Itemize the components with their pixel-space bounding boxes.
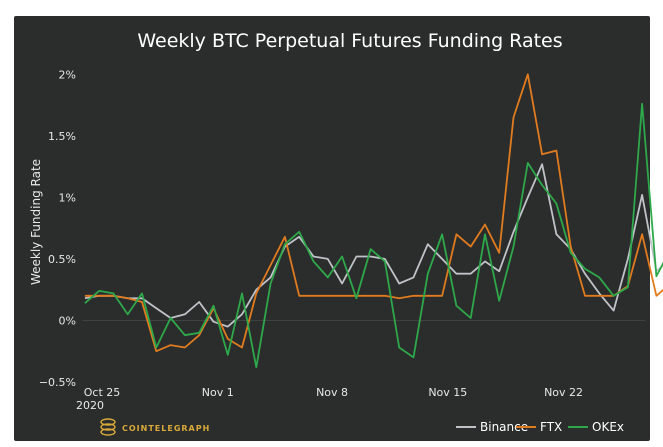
chart-background: [14, 16, 650, 441]
series-line-binance: [84, 163, 663, 328]
x-tick-label: Nov 8: [316, 386, 348, 399]
coin-stack-icon: [100, 418, 116, 436]
chart-title: Weekly BTC Perpetual Futures Funding Rat…: [137, 30, 562, 52]
series-lines: [84, 73, 663, 369]
legend: Binance FTX OKEx: [456, 420, 624, 434]
x-tick-label: Nov 15: [428, 386, 467, 399]
y-tick-label: 0.5%: [48, 253, 76, 266]
x-tick-sublabel: 2020: [76, 399, 104, 412]
y-tick-label: 2%: [59, 68, 76, 81]
y-tick-label: 0%: [59, 314, 76, 327]
y-tick-label: 1.5%: [48, 130, 76, 143]
y-tick-label: −0.5%: [39, 376, 76, 389]
brand-name: COINTELEGRAPH: [122, 424, 210, 433]
brand-logo: COINTELEGRAPH: [100, 418, 210, 436]
x-tick-label: Nov 1: [202, 386, 234, 399]
x-tick-label: Nov 22: [544, 386, 583, 399]
y-axis-ticks: −0.5% 0% 0.5% 1% 1.5% 2%: [39, 68, 645, 389]
legend-label: OKEx: [592, 420, 624, 434]
legend-label: FTX: [540, 420, 562, 434]
legend-label: Binance: [480, 420, 528, 434]
y-axis-label: Weekly Funding Rate: [29, 159, 43, 285]
y-tick-label: 1%: [59, 191, 76, 204]
x-tick-label: Oct 25: [84, 386, 121, 399]
series-line-okex: [84, 102, 663, 369]
series-line-ftx: [84, 73, 663, 353]
